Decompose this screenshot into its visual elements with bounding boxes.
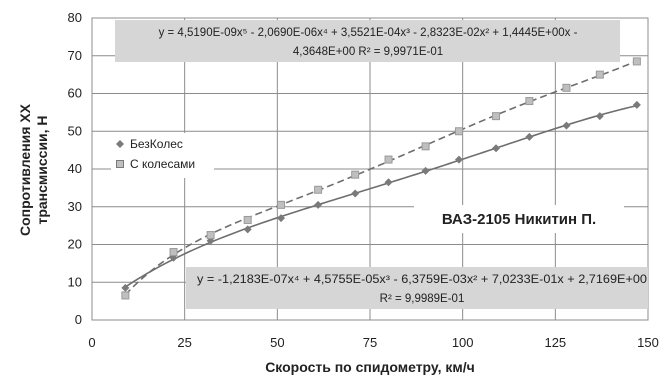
y-tick-labels: 0 10 20 30 40 50 60 70 80 xyxy=(68,10,82,327)
y-tick-label: 40 xyxy=(68,161,82,176)
equation-box-bg xyxy=(186,267,648,309)
equation-line2: R² = 9,9989E-01 xyxy=(380,293,465,305)
equation-line2: 4,3648E+00 R² = 9,9971E-01 xyxy=(293,46,443,58)
data-point-s-kolesami xyxy=(421,142,430,151)
data-point-s-kolesami xyxy=(632,57,641,66)
legend: БезКолес С колесами xyxy=(111,133,214,178)
legend-marker-diamond xyxy=(116,140,124,148)
data-point-bezkoles xyxy=(595,112,604,121)
y-tick-label: 50 xyxy=(68,123,82,138)
x-tick-label: 50 xyxy=(270,335,284,350)
data-point-s-kolesami xyxy=(595,70,604,79)
y-tick-label: 10 xyxy=(68,274,82,289)
data-point-bezkoles xyxy=(277,214,286,223)
data-point-s-kolesami xyxy=(492,112,501,121)
data-point-s-kolesami xyxy=(351,170,360,179)
data-point-bezkoles xyxy=(525,132,534,141)
data-points xyxy=(121,57,641,300)
data-point-s-kolesami xyxy=(206,231,215,240)
annotation-bg xyxy=(414,205,624,233)
y-axis-title: Сопротивления ХХ трансмиссии, Н xyxy=(17,103,50,236)
data-point-s-kolesami xyxy=(454,127,463,136)
equation-box-bezkoles: y = -1,2183E-07x⁴ + 4,5755E-05x³ - 6,375… xyxy=(186,267,648,309)
equation-box-s-kolesami: y = 4,5190E-09x⁵ - 2,0690E-06x⁴ + 3,5521… xyxy=(115,20,620,62)
data-point-s-kolesami xyxy=(243,215,252,224)
x-tick-labels: 0 25 50 75 100 125 150 xyxy=(88,335,658,350)
legend-label-bezkoles: БезКолес xyxy=(130,137,183,151)
x-tick-label: 75 xyxy=(363,335,377,350)
data-point-bezkoles xyxy=(454,155,463,164)
y-tick-label: 0 xyxy=(75,312,82,327)
equation-line1: y = 4,5190E-09x⁵ - 2,0690E-06x⁴ + 3,5521… xyxy=(159,27,578,39)
trendline-bezkoles xyxy=(124,104,638,288)
data-point-s-kolesami xyxy=(169,248,178,257)
data-point-s-kolesami xyxy=(121,291,130,300)
data-point-s-kolesami xyxy=(384,155,393,164)
data-point-bezkoles xyxy=(243,225,252,234)
x-tick-label: 0 xyxy=(88,335,95,350)
data-point-bezkoles xyxy=(421,166,430,175)
y-axis-title-line1: Сопротивления ХХ xyxy=(17,103,33,236)
y-tick-label: 60 xyxy=(68,86,82,101)
x-tick-label: 125 xyxy=(544,335,566,350)
y-tick-label: 70 xyxy=(68,48,82,63)
data-point-s-kolesami xyxy=(277,200,286,209)
y-axis-title-line2: трансмиссии, Н xyxy=(34,115,50,224)
data-point-bezkoles xyxy=(351,189,360,198)
data-point-bezkoles xyxy=(121,283,130,292)
x-tick-label: 150 xyxy=(637,335,659,350)
data-point-bezkoles xyxy=(632,100,641,109)
y-tick-label: 80 xyxy=(68,10,82,25)
x-tick-label: 25 xyxy=(177,335,191,350)
plot-area-border xyxy=(91,17,649,321)
y-tick-label: 30 xyxy=(68,199,82,214)
data-point-s-kolesami xyxy=(314,185,323,194)
legend-bg xyxy=(111,133,214,178)
data-point-bezkoles xyxy=(384,178,393,187)
legend-label-s-kolesami: С колесами xyxy=(130,157,195,171)
chart-annotation: ВАЗ-2105 Никитин П. xyxy=(442,211,596,228)
data-point-s-kolesami xyxy=(525,97,534,106)
equation-box-bg xyxy=(115,20,620,62)
data-point-bezkoles xyxy=(492,144,501,153)
legend-marker-square xyxy=(116,160,124,168)
x-axis-title: Скорость по спидометру, км/ч xyxy=(265,359,475,375)
equation-line1: y = -1,2183E-07x⁴ + 4,5755E-05x³ - 6,375… xyxy=(197,274,647,286)
data-point-bezkoles xyxy=(314,200,323,209)
x-tick-label: 100 xyxy=(452,335,474,350)
y-tick-label: 20 xyxy=(68,237,82,252)
data-point-bezkoles xyxy=(562,121,571,130)
data-point-s-kolesami xyxy=(562,83,571,92)
